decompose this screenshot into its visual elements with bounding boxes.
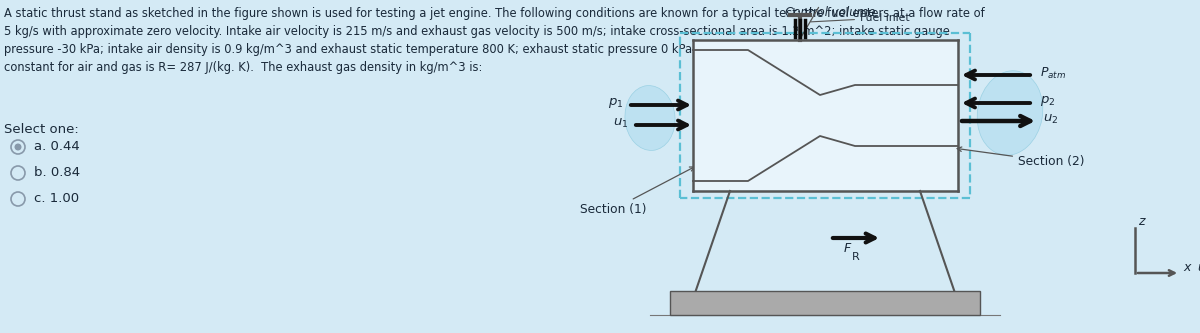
Ellipse shape (625, 86, 676, 151)
Text: Section (1): Section (1) (580, 167, 695, 216)
Polygon shape (694, 50, 958, 181)
Text: $u_1$: $u_1$ (613, 117, 628, 130)
Ellipse shape (977, 71, 1043, 155)
Text: Select one:: Select one: (4, 123, 79, 136)
Text: $p_1$: $p_1$ (607, 96, 623, 110)
Text: b. 0.84: b. 0.84 (34, 166, 80, 179)
Text: Section (2): Section (2) (958, 147, 1085, 168)
Text: R: R (852, 252, 860, 262)
Text: $p_2$: $p_2$ (1040, 94, 1055, 108)
Text: $F$: $F$ (844, 242, 853, 255)
Text: x: x (1183, 261, 1190, 274)
Text: pressure -30 kPa; intake air density is 0.9 kg/m^3 and exhaust static temperatur: pressure -30 kPa; intake air density is … (4, 43, 947, 56)
Text: A static thrust stand as sketched in the figure shown is used for testing a jet : A static thrust stand as sketched in the… (4, 7, 985, 20)
Text: a. 0.44: a. 0.44 (34, 141, 79, 154)
Bar (670, 291, 980, 315)
Text: z: z (1138, 215, 1145, 228)
Bar (694, 41, 958, 190)
Text: Control volume: Control volume (785, 6, 875, 19)
Text: c. 1.00: c. 1.00 (34, 192, 79, 205)
Text: constant for air and gas is R= 287 J/(kg. K).  The exhaust gas density in kg/m^3: constant for air and gas is R= 287 J/(kg… (4, 61, 482, 74)
Text: Fuel inlet: Fuel inlet (811, 13, 910, 23)
Text: $P_{atm}$: $P_{atm}$ (1040, 66, 1067, 81)
Text: $u_2$: $u_2$ (1043, 113, 1058, 126)
Text: 5 kg/s with approximate zero velocity. Intake air velocity is 215 m/s and exhaus: 5 kg/s with approximate zero velocity. I… (4, 25, 950, 38)
Circle shape (14, 144, 22, 151)
Text: u: u (1198, 261, 1200, 274)
